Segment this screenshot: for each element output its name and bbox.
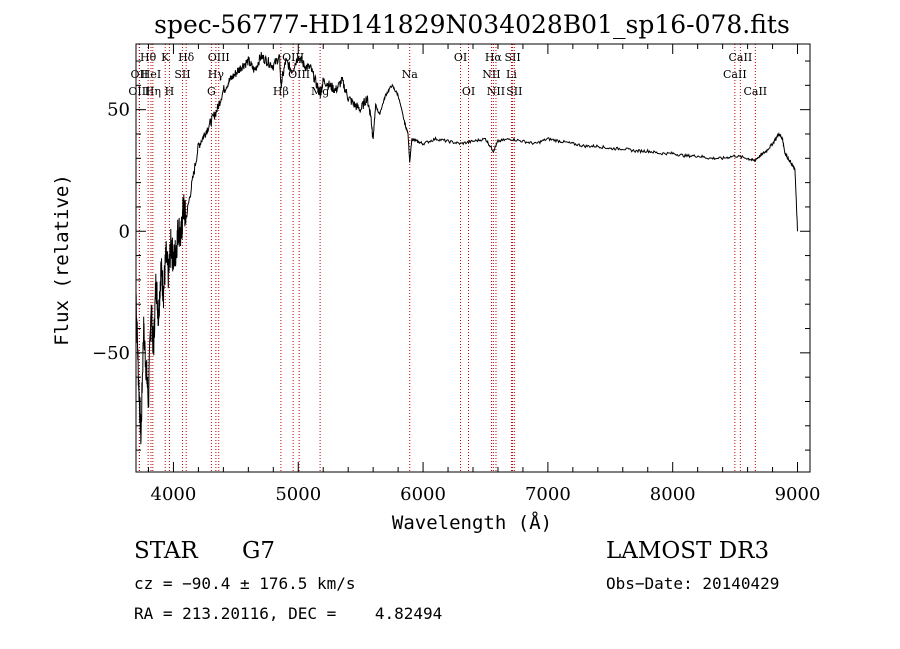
spectral-line-label: H xyxy=(165,85,175,98)
plot-frame xyxy=(135,43,811,473)
spectral-line-label: NII xyxy=(482,68,500,81)
chart-title: spec-56777-HD141829N034028B01_sp16-078.f… xyxy=(154,10,790,39)
redshift-velocity: cz = −90.4 ± 176.5 km/s xyxy=(134,574,356,593)
spectral-line-label: HeI xyxy=(141,68,161,81)
object-class: STAR xyxy=(134,538,198,564)
spectral-line-label: Hθ xyxy=(140,51,157,64)
spectral-line-label: Hγ xyxy=(208,68,225,81)
x-axis-label: Wavelength (Å) xyxy=(392,511,552,534)
spectral-line-label: OI xyxy=(462,85,475,98)
spectral-line-label: Hα xyxy=(485,51,503,64)
observation-date: Obs−Date: 20140429 xyxy=(606,574,780,593)
spectral-line-label: K xyxy=(161,51,170,64)
spectral-line-label: NII xyxy=(487,85,505,98)
x-tick-label: 6000 xyxy=(400,484,446,505)
x-tick-label: 7000 xyxy=(525,484,571,505)
spectral-line-label: OI xyxy=(454,51,467,64)
survey-name: LAMOST DR3 xyxy=(606,538,770,564)
spectral-line-label: CaII xyxy=(723,68,747,81)
x-tick-label: 8000 xyxy=(650,484,696,505)
x-axis: 4000 5000 6000 7000 8000 9000 xyxy=(147,44,821,505)
x-tick-label: 9000 xyxy=(775,484,821,505)
spectral-line-label: OIII xyxy=(128,85,150,98)
spectral-line-label: G xyxy=(207,85,216,98)
spectral-line-label: Hβ xyxy=(273,85,289,98)
object-subclass: G7 xyxy=(242,538,276,564)
spectral-line-label: OIII xyxy=(208,51,230,64)
spectrum-series-line xyxy=(135,52,798,445)
spectral-line-label: Na xyxy=(402,68,419,81)
spectral-line-label: Hδ xyxy=(178,51,195,64)
spectral-line-label: OII xyxy=(131,68,149,81)
spectral-line-label: SII xyxy=(174,68,190,81)
y-axis: −50 0 50 xyxy=(92,60,810,451)
spectral-line-label: SII xyxy=(504,51,520,64)
emission-line-markers xyxy=(138,44,756,472)
y-tick-label: 0 xyxy=(119,221,130,242)
y-tick-label: −50 xyxy=(92,343,130,364)
y-tick-label: 50 xyxy=(107,100,130,121)
spectral-line-label: CaII xyxy=(729,51,753,64)
x-tick-label: 5000 xyxy=(275,484,321,505)
spectral-line-label: Li xyxy=(506,68,517,81)
spectral-line-label: Hη xyxy=(145,85,161,98)
y-axis-label: Flux (relative) xyxy=(51,174,73,346)
spectral-line-label: CaII xyxy=(743,85,767,98)
spectral-line-label: SII xyxy=(506,85,522,98)
coordinates: RA = 213.20116, DEC = 4.82494 xyxy=(134,604,443,623)
x-tick-label: 4000 xyxy=(151,484,197,505)
